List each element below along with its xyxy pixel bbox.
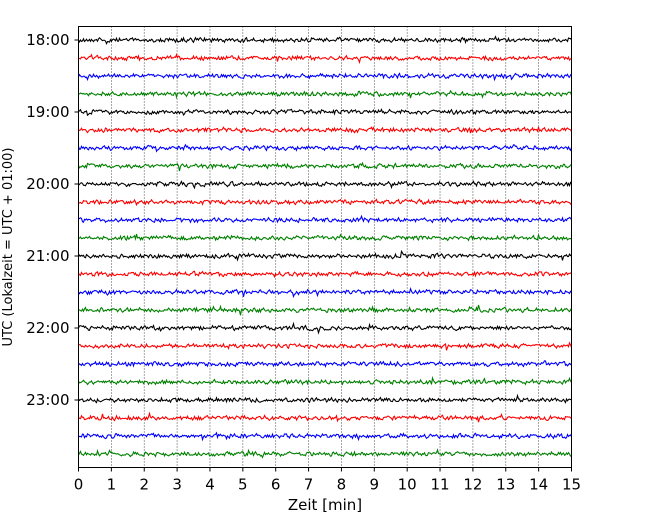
trace-2330 xyxy=(78,431,572,442)
trace-1815 xyxy=(78,53,572,65)
trace-1915 xyxy=(78,126,572,134)
y-tick-label: 21:00 xyxy=(26,247,69,265)
trace-2200 xyxy=(78,321,572,335)
trace-2030 xyxy=(78,214,572,224)
x-tick-label: 5 xyxy=(238,476,248,494)
x-axis: 0 1 2 3 4 5 6 7 8 9 10 11 12 13 14 15 xyxy=(74,467,581,494)
plot-frame xyxy=(78,26,572,468)
trace-1945 xyxy=(77,161,572,172)
trace-2345 xyxy=(78,448,572,459)
y-axis: 18:00 19:00 20:00 21:00 22:00 23:00 xyxy=(26,31,79,409)
x-tick-label: 13 xyxy=(496,476,515,494)
x-axis-label: Zeit [min] xyxy=(288,496,362,514)
x-tick-label: 9 xyxy=(370,476,380,494)
x-tick-label: 10 xyxy=(398,476,417,494)
x-tick-label: 14 xyxy=(529,476,548,494)
trace-2115 xyxy=(78,270,572,279)
x-tick-label: 15 xyxy=(562,476,581,494)
y-tick-label: 18:00 xyxy=(26,31,69,49)
trace-2245 xyxy=(78,375,572,386)
x-tick-label: 7 xyxy=(304,476,314,494)
trace-2000 xyxy=(78,180,572,190)
x-tick-label: 4 xyxy=(205,476,215,494)
trace-2300 xyxy=(78,393,572,404)
trace-1800 xyxy=(78,35,572,46)
trace-1845 xyxy=(78,89,573,100)
y-tick-label: 19:00 xyxy=(26,103,69,121)
x-tick-label: 3 xyxy=(172,476,182,494)
trace-1830 xyxy=(77,72,572,82)
trace-2230 xyxy=(78,360,572,368)
x-tick-label: 6 xyxy=(271,476,281,494)
x-tick-label: 0 xyxy=(74,476,84,494)
y-tick-label: 23:00 xyxy=(26,391,69,409)
y-tick-label: 20:00 xyxy=(26,175,69,193)
x-tick-label: 12 xyxy=(463,476,482,494)
trace-2145 xyxy=(78,304,572,316)
trace-2130 xyxy=(78,287,572,299)
trace-2100 xyxy=(78,249,572,262)
x-tick-label: 1 xyxy=(107,476,117,494)
trace-1930 xyxy=(77,143,573,153)
trace-2215 xyxy=(78,341,573,351)
x-tick-label: 11 xyxy=(430,476,449,494)
trace-layer xyxy=(77,35,573,459)
trace-2045 xyxy=(78,233,572,242)
y-tick-label: 22:00 xyxy=(26,319,69,337)
trace-1900 xyxy=(78,108,572,117)
trace-2315 xyxy=(78,411,572,423)
x-tick-label: 2 xyxy=(139,476,149,494)
trace-2015 xyxy=(78,198,572,207)
x-tick-label: 8 xyxy=(337,476,347,494)
y-axis-label: UTC (Lokalzeit = UTC + 01:00) xyxy=(1,148,16,347)
